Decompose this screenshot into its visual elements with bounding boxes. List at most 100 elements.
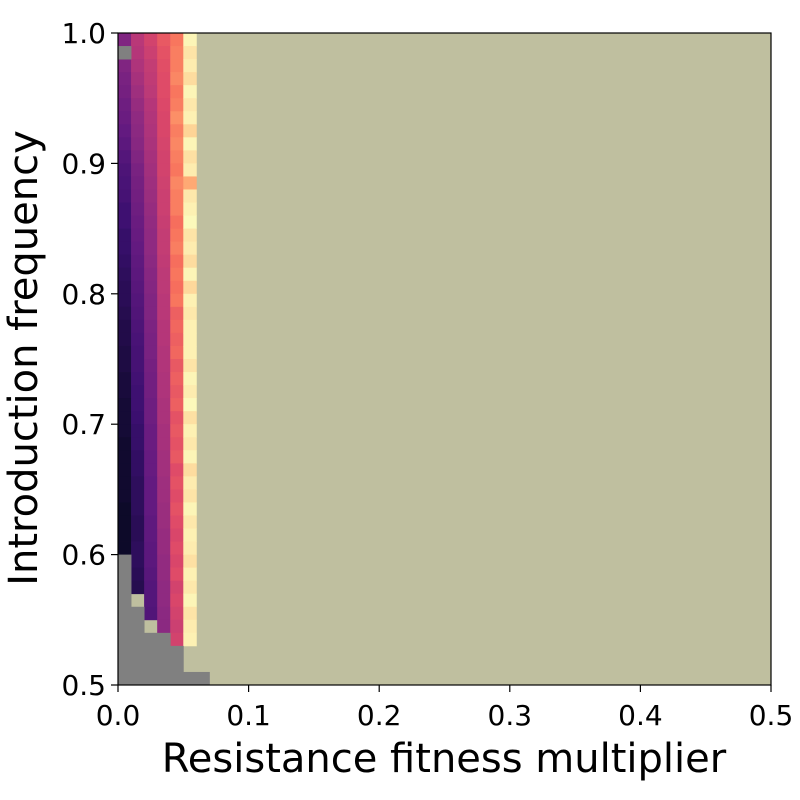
heatmap-cell (170, 593, 184, 608)
heatmap-cell (183, 33, 197, 47)
heatmap-cell (183, 85, 197, 99)
heatmap-cell (157, 515, 171, 529)
heatmap-cell (170, 476, 184, 490)
heatmap-cell (170, 241, 184, 256)
heatmap-cell (157, 554, 171, 569)
y-tick-label: 0.7 (61, 408, 106, 441)
heatmap-cell (157, 85, 171, 99)
heatmap-cell (144, 59, 158, 73)
heatmap-cell (183, 528, 197, 542)
heatmap-cell (118, 411, 132, 425)
plot-background (118, 33, 771, 685)
heatmap-cell (183, 72, 197, 86)
heatmap-cell (131, 189, 145, 203)
heatmap-cell (183, 541, 197, 555)
heatmap-cell (183, 215, 197, 229)
y-tick-label: 0.8 (61, 278, 106, 311)
heatmap-cell (144, 502, 158, 516)
heatmap-cell (170, 332, 184, 347)
x-tick-label: 0.3 (488, 699, 533, 732)
heatmap-cell (170, 306, 184, 321)
heatmap-cell (118, 59, 132, 73)
heatmap-cell (157, 359, 171, 373)
heatmap-cell (183, 267, 197, 282)
heatmap-cell (183, 424, 197, 438)
heatmap-cell (118, 85, 132, 99)
heatmap-cell (157, 541, 171, 555)
heatmap-cell (118, 202, 132, 216)
heatmap-cell (183, 319, 197, 334)
grey-cell (144, 632, 171, 686)
heatmap-cell (183, 567, 197, 582)
heatmap-cell (144, 98, 158, 112)
heatmap-cell (144, 593, 158, 608)
heatmap-cell (170, 163, 184, 177)
heatmap-cell (131, 202, 145, 216)
heatmap-cell (183, 476, 197, 490)
heatmap-cell (183, 241, 197, 256)
grey-cell (170, 645, 184, 686)
x-tick-label: 0.5 (749, 699, 794, 732)
heatmap-cell (118, 150, 132, 164)
heatmap-cell (144, 515, 158, 529)
heatmap-cell (157, 424, 171, 438)
heatmap-cell (131, 515, 145, 529)
heatmap-cell (144, 163, 158, 177)
heatmap-cell (131, 46, 145, 60)
heatmap-cell (170, 345, 184, 360)
heatmap-cell (131, 293, 145, 308)
heatmap-cell (157, 202, 171, 216)
heatmap-cell (183, 293, 197, 308)
heatmap-cell (183, 306, 197, 321)
heatmap-cell (183, 450, 197, 464)
heatmap-cell (170, 580, 184, 595)
heatmap-cell (183, 502, 197, 516)
heatmap-cell (118, 450, 132, 464)
heatmap-cell (157, 411, 171, 425)
heatmap-cell (144, 46, 158, 60)
heatmap-cell (144, 372, 158, 386)
heatmap-cell (170, 293, 184, 308)
heatmap-cell (157, 385, 171, 399)
y-tick-label: 0.6 (61, 539, 106, 572)
heatmap-cell (157, 567, 171, 582)
heatmap-cell (144, 241, 158, 256)
heatmap-cell (131, 228, 145, 243)
heatmap-cell (170, 72, 184, 86)
heatmap-cell (131, 332, 145, 347)
heatmap-cell (131, 345, 145, 360)
heatmap-cell (118, 515, 132, 529)
heatmap-cell (170, 372, 184, 386)
heatmap-cell (157, 606, 171, 621)
heatmap-cell (131, 372, 145, 386)
heatmap-cell (144, 580, 158, 595)
heatmap-cell (118, 372, 132, 386)
heatmap-cell (131, 267, 145, 282)
heatmap-cell (144, 437, 158, 451)
heatmap-cell (157, 59, 171, 73)
heatmap-cell (170, 385, 184, 399)
heatmap-cell (170, 567, 184, 582)
heatmap-cell (144, 554, 158, 569)
heatmap-cell (170, 541, 184, 555)
heatmap-cell (170, 319, 184, 334)
heatmap-cell (144, 450, 158, 464)
heatmap-cell (144, 189, 158, 203)
heatmap-cell (157, 293, 171, 308)
heatmap-cell (144, 280, 158, 295)
heatmap-cell (131, 85, 145, 99)
heatmap-cell (118, 306, 132, 321)
heatmap-cell (170, 632, 184, 647)
heatmap-cell (183, 332, 197, 347)
heatmap-cell (157, 372, 171, 386)
heatmap-cell (131, 241, 145, 256)
x-tick-label: 0.2 (357, 699, 402, 732)
heatmap-cell (144, 202, 158, 216)
heatmap-cell (183, 385, 197, 399)
plot-area (117, 32, 772, 686)
heatmap-cell (131, 567, 145, 582)
heatmap-cell (170, 111, 184, 125)
heatmap-cell (118, 489, 132, 503)
heatmap-cell (144, 424, 158, 438)
